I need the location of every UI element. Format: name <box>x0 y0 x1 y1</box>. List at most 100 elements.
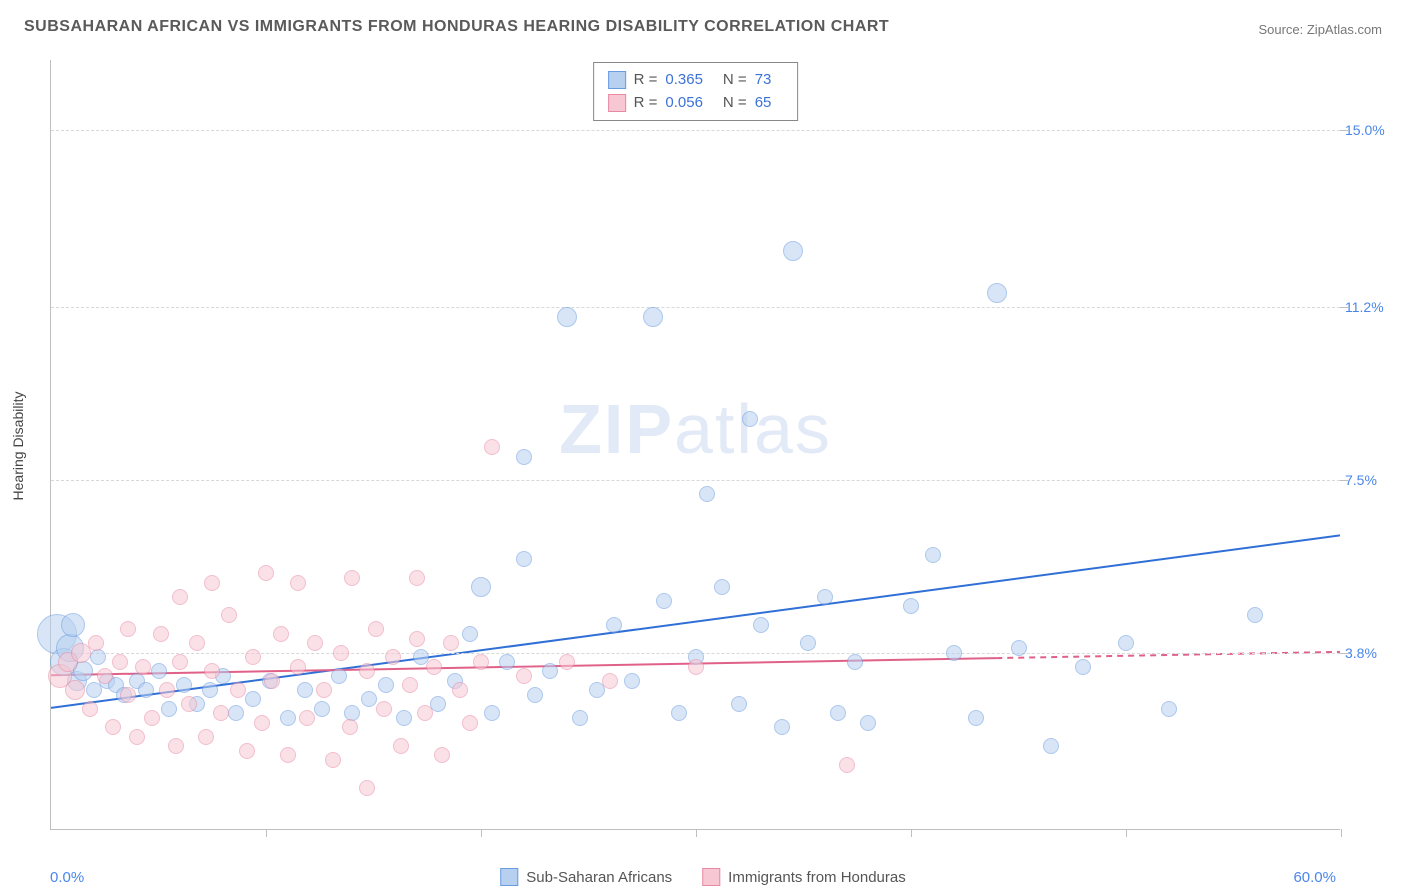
r-value: 0.056 <box>665 92 703 115</box>
trend-lines <box>51 60 1340 829</box>
data-point-honduras <box>402 677 418 693</box>
data-point-honduras <box>462 715 478 731</box>
data-point-subsaharan <box>1075 659 1091 675</box>
data-point-honduras <box>516 668 532 684</box>
data-point-honduras <box>168 738 184 754</box>
data-point-honduras <box>135 659 151 675</box>
x-tick <box>481 829 482 837</box>
data-point-subsaharan <box>202 682 218 698</box>
data-point-subsaharan <box>1161 701 1177 717</box>
swatch-icon <box>608 71 626 89</box>
y-tick <box>1340 480 1348 481</box>
stat-legend: R =0.365N =73R =0.056N =65 <box>593 62 799 121</box>
swatch-icon <box>702 868 720 886</box>
data-point-honduras <box>316 682 332 698</box>
data-point-honduras <box>434 747 450 763</box>
chart-title: SUBSAHARAN AFRICAN VS IMMIGRANTS FROM HO… <box>24 18 889 36</box>
data-point-honduras <box>213 705 229 721</box>
y-tick-label: 15.0% <box>1345 122 1400 138</box>
data-point-subsaharan <box>774 719 790 735</box>
data-point-honduras <box>409 631 425 647</box>
r-label: R = <box>634 69 658 92</box>
data-point-subsaharan <box>245 691 261 707</box>
x-tick <box>696 829 697 837</box>
data-point-honduras <box>443 635 459 651</box>
data-point-subsaharan <box>396 710 412 726</box>
data-point-subsaharan <box>161 701 177 717</box>
data-point-honduras <box>376 701 392 717</box>
data-point-subsaharan <box>527 687 543 703</box>
data-point-subsaharan <box>297 682 313 698</box>
data-point-honduras <box>129 729 145 745</box>
data-point-honduras <box>342 719 358 735</box>
data-point-honduras <box>181 696 197 712</box>
y-tick <box>1340 307 1348 308</box>
gridline-h <box>51 307 1340 308</box>
watermark-bold: ZIP <box>559 390 674 468</box>
data-point-subsaharan <box>484 705 500 721</box>
data-point-honduras <box>65 680 85 700</box>
n-label: N = <box>723 69 747 92</box>
y-tick-label: 11.2% <box>1345 299 1400 315</box>
watermark: ZIPatlas <box>559 389 832 469</box>
x-tick <box>1341 829 1342 837</box>
data-point-subsaharan <box>557 307 577 327</box>
data-point-honduras <box>264 673 280 689</box>
data-point-subsaharan <box>499 654 515 670</box>
data-point-honduras <box>473 654 489 670</box>
data-point-subsaharan <box>800 635 816 651</box>
data-point-subsaharan <box>176 677 192 693</box>
data-point-honduras <box>88 635 104 651</box>
data-point-subsaharan <box>817 589 833 605</box>
data-point-subsaharan <box>462 626 478 642</box>
stat-row-subsaharan: R =0.365N =73 <box>608 69 784 92</box>
data-point-honduras <box>688 659 704 675</box>
swatch-icon <box>500 868 518 886</box>
data-point-subsaharan <box>516 551 532 567</box>
data-point-subsaharan <box>699 486 715 502</box>
data-point-subsaharan <box>671 705 687 721</box>
data-point-subsaharan <box>987 283 1007 303</box>
r-label: R = <box>634 92 658 115</box>
data-point-subsaharan <box>61 613 85 637</box>
data-point-subsaharan <box>1118 635 1134 651</box>
data-point-honduras <box>290 659 306 675</box>
data-point-honduras <box>344 570 360 586</box>
swatch-icon <box>608 94 626 112</box>
data-point-subsaharan <box>572 710 588 726</box>
data-point-honduras <box>230 682 246 698</box>
x-tick <box>266 829 267 837</box>
y-tick <box>1340 653 1348 654</box>
n-value: 65 <box>755 92 772 115</box>
n-label: N = <box>723 92 747 115</box>
source-label: Source: ZipAtlas.com <box>1258 22 1382 37</box>
data-point-honduras <box>385 649 401 665</box>
data-point-honduras <box>97 668 113 684</box>
gridline-h <box>51 130 1340 131</box>
data-point-subsaharan <box>1011 640 1027 656</box>
data-point-subsaharan <box>830 705 846 721</box>
legend-label: Immigrants from Honduras <box>728 869 906 886</box>
data-point-subsaharan <box>714 579 730 595</box>
data-point-honduras <box>299 710 315 726</box>
data-point-subsaharan <box>542 663 558 679</box>
data-point-subsaharan <box>860 715 876 731</box>
data-point-subsaharan <box>783 241 803 261</box>
data-point-subsaharan <box>280 710 296 726</box>
data-point-honduras <box>409 570 425 586</box>
data-point-subsaharan <box>903 598 919 614</box>
data-point-honduras <box>239 743 255 759</box>
data-point-honduras <box>258 565 274 581</box>
data-point-honduras <box>426 659 442 675</box>
data-point-subsaharan <box>968 710 984 726</box>
r-value: 0.365 <box>665 69 703 92</box>
data-point-subsaharan <box>361 691 377 707</box>
data-point-subsaharan <box>331 668 347 684</box>
data-point-subsaharan <box>228 705 244 721</box>
data-point-honduras <box>105 719 121 735</box>
data-point-honduras <box>82 701 98 717</box>
data-point-honduras <box>120 621 136 637</box>
stat-row-honduras: R = 0.056 N = 65 <box>608 92 784 115</box>
trend-line-subsaharan <box>51 535 1340 707</box>
data-point-subsaharan <box>624 673 640 689</box>
